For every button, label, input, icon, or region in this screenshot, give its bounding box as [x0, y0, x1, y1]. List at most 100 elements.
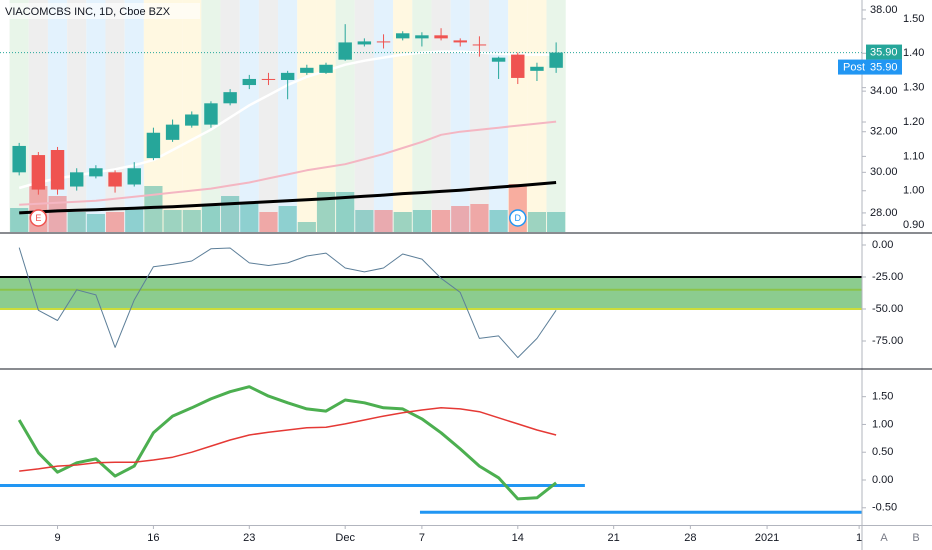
- y-tick-label: -50.00: [872, 303, 903, 315]
- volume-bar: [182, 210, 201, 232]
- event-marker: [29, 209, 48, 227]
- volume-bar: [527, 212, 547, 232]
- candle-body: [530, 66, 544, 71]
- y-tick-label: 0.90: [903, 219, 924, 231]
- volume-bar: [86, 214, 105, 232]
- volume-bar: [374, 210, 393, 232]
- volume-bar: [451, 206, 470, 232]
- candle-body: [12, 145, 26, 173]
- volume-bar: [297, 222, 316, 232]
- indicator-line: [19, 407, 557, 472]
- oscillator-pane: [0, 247, 862, 359]
- background-stripe: [393, 0, 413, 232]
- price-label-box: [866, 44, 902, 60]
- background-stripe: [239, 0, 259, 232]
- volume-bar: [316, 192, 336, 232]
- scale-button[interactable]: A: [880, 532, 888, 544]
- candle-body: [242, 78, 257, 86]
- candle-body: [69, 172, 84, 187]
- x-tick-label: 21: [608, 532, 620, 544]
- x-tick-label: 9: [54, 532, 60, 544]
- candle-body: [261, 78, 276, 80]
- candle-body: [376, 41, 391, 43]
- volume-bar: [489, 210, 508, 232]
- y-tick-label: 0.00: [872, 474, 893, 486]
- candle-body: [50, 149, 65, 190]
- x-tick-label: 14: [512, 532, 524, 544]
- candle-body: [280, 72, 295, 80]
- volume-bar: [470, 204, 489, 232]
- y-tick-label: -75.00: [872, 335, 903, 347]
- volume-bar: [412, 210, 431, 232]
- volume-bar: [259, 212, 278, 232]
- background-stripe: [297, 0, 317, 232]
- background-stripe: [316, 0, 336, 232]
- candle-body: [31, 155, 46, 190]
- momentum-pane: [0, 385, 862, 514]
- y-tick-label: 1.10: [903, 150, 924, 162]
- y-tick-label: 0.50: [872, 446, 893, 458]
- candle-body: [549, 52, 563, 68]
- y-tick-label: 1.20: [903, 116, 924, 128]
- scale-button[interactable]: B: [912, 532, 919, 544]
- y-tick-label: 1.00: [872, 418, 893, 430]
- candle-body: [491, 57, 506, 62]
- candle-body: [415, 35, 429, 39]
- candle-body: [204, 103, 218, 125]
- volume-bar: [240, 202, 259, 232]
- x-tick-label: Dec: [335, 532, 355, 544]
- volume-bar: [278, 206, 297, 232]
- background-stripe: [220, 0, 240, 232]
- post-name: Post: [843, 61, 865, 73]
- y-tick-label: 1.30: [903, 82, 924, 94]
- x-tick-label: 1: [856, 532, 862, 544]
- volume-bar: [431, 210, 451, 232]
- indicator-line: [17, 385, 558, 501]
- x-tick-label: 7: [419, 532, 425, 544]
- candle-body: [396, 33, 410, 39]
- y-tick-label: 38.00: [870, 4, 898, 16]
- band-fill: [0, 277, 862, 309]
- candle-body: [453, 40, 467, 43]
- y-tick-label: 1.00: [903, 185, 924, 197]
- volume-bar: [336, 192, 355, 232]
- candle-body: [89, 168, 103, 177]
- background-stripe: [258, 0, 279, 232]
- volume-bar: [48, 196, 67, 232]
- background-stripe: [278, 0, 298, 232]
- moving-average: [19, 120, 557, 206]
- candle-body: [223, 92, 237, 104]
- candle-body: [165, 124, 180, 140]
- event-marker: [509, 209, 527, 227]
- y-tick-label: 1.40: [903, 47, 924, 59]
- background-stripe: [163, 0, 183, 232]
- background-stripe: [9, 0, 29, 232]
- y-tick-label: 1.50: [903, 13, 924, 25]
- background-stripe: [412, 0, 432, 232]
- indicator-line: [18, 247, 557, 359]
- post-label-box: [838, 59, 902, 75]
- y-tick-label: 28.00: [870, 207, 898, 219]
- candle-body: [434, 35, 448, 39]
- y-tick-label: 34.00: [870, 85, 898, 97]
- volume-bar: [201, 206, 221, 232]
- volume-bar: [125, 209, 144, 232]
- background-stripe: [489, 0, 509, 232]
- background-stripe: [546, 0, 566, 232]
- candle-body: [319, 64, 333, 73]
- volume-bar: [547, 212, 566, 232]
- candle-body: [108, 172, 122, 187]
- volume-bar: [163, 210, 182, 232]
- post-price: 35.90: [870, 61, 898, 73]
- volume-bar: [393, 212, 412, 232]
- y-tick-label: 32.00: [870, 126, 898, 138]
- y-tick-label: 1.50: [872, 391, 893, 403]
- candle-body: [511, 54, 525, 78]
- y-tick-label: -0.50: [872, 502, 897, 514]
- candle-body: [472, 44, 487, 46]
- volume-bar: [355, 210, 374, 232]
- background-stripe: [67, 0, 87, 232]
